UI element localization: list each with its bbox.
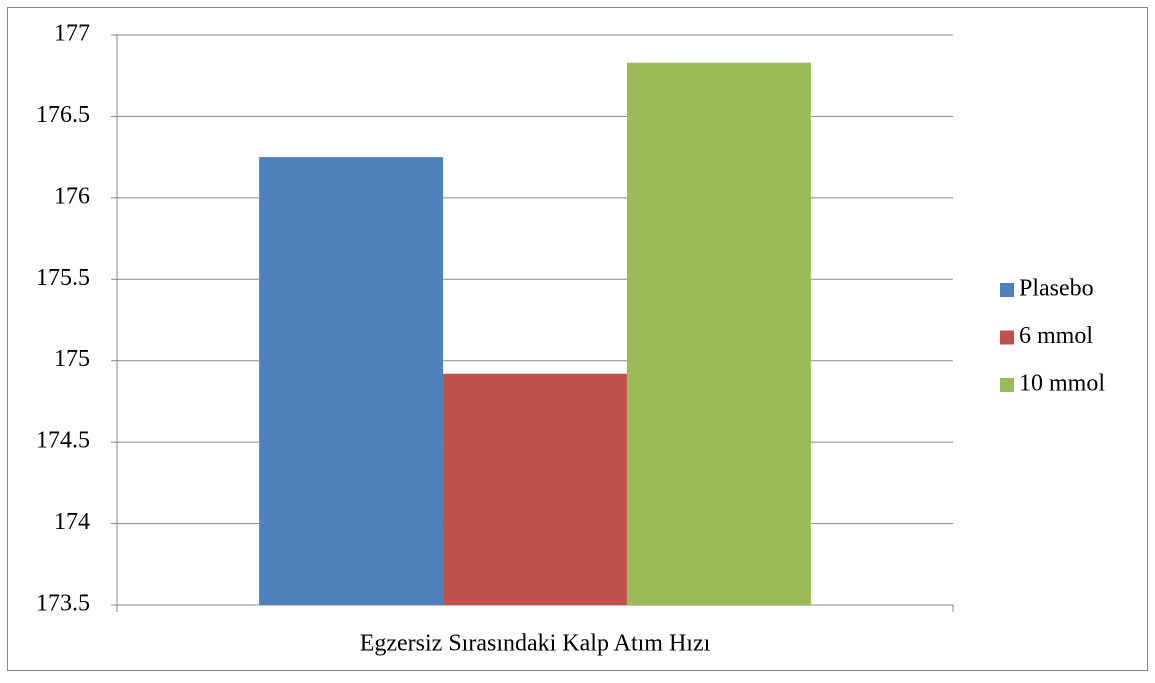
y-tick-label: 177	[54, 21, 90, 47]
legend-label: 6 mmol	[1019, 323, 1093, 349]
bar	[443, 373, 627, 605]
legend-swatch	[1000, 283, 1014, 297]
legend-label: Plasebo	[1019, 276, 1094, 302]
x-tick-label: Egzersiz Sırasındaki Kalp Atım Hızı	[360, 631, 711, 657]
y-tick-label: 174	[54, 509, 90, 535]
y-tick-label: 174.5	[36, 428, 90, 454]
y-tick-label: 173.5	[36, 591, 90, 617]
y-tick-label: 175.5	[36, 265, 90, 291]
legend-swatch	[1000, 378, 1014, 392]
bar	[259, 157, 444, 605]
y-tick-label: 175	[54, 346, 90, 372]
y-tick-label: 176	[54, 183, 90, 209]
legend-swatch	[1000, 330, 1014, 345]
legend-label: 10 mmol	[1019, 371, 1105, 397]
bar	[626, 62, 811, 605]
y-tick-label: 176.5	[36, 102, 90, 128]
